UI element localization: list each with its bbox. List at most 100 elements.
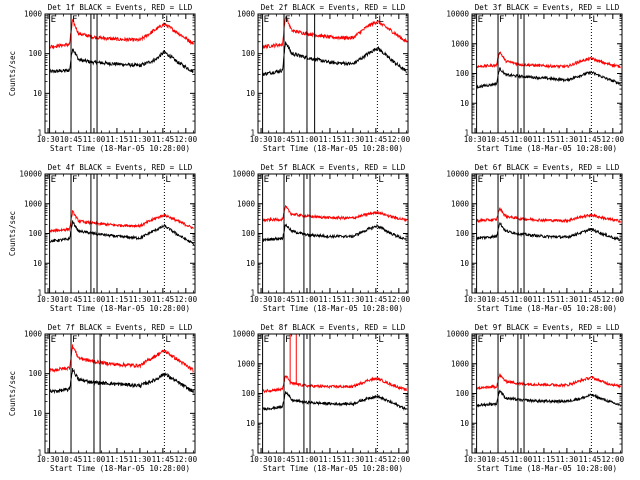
y-tick-label: 100 (455, 69, 469, 78)
event-marker-label: F (285, 15, 290, 25)
event-marker-label: F (499, 15, 504, 25)
y-tick-label: 100 (28, 369, 42, 378)
plot-frame (471, 173, 623, 294)
y-tick-label: 1000 (24, 10, 43, 19)
x-tick-label: 10:45 (273, 295, 296, 304)
y-tick-label: 1 (464, 289, 469, 298)
y-tick-label: 100 (241, 389, 255, 398)
y-tick-label: 1000 (237, 199, 256, 208)
y-tick-label: 100 (455, 389, 469, 398)
x-tick-label: 11:30 (342, 455, 365, 464)
x-tick-label: 11:45 (152, 135, 175, 144)
x-tick-label: 10:30 (250, 455, 273, 464)
x-tick-label: 12:00 (602, 135, 625, 144)
x-tick-label: 12:00 (175, 295, 198, 304)
x-tick-label: 11:15 (533, 135, 556, 144)
x-tick-label: 10:30 (37, 135, 60, 144)
x-tick-label: 11:45 (365, 295, 388, 304)
series-line-lld (262, 14, 407, 50)
y-tick-label: 1000 (24, 199, 43, 208)
x-axis-label: Start Time (18-Mar-05 10:28:00) (477, 304, 617, 313)
event-marker-label: F (72, 15, 77, 25)
x-axis-label: Start Time (18-Mar-05 10:28:00) (263, 464, 403, 473)
series-line-lld (49, 210, 194, 234)
x-tick-label: 11:45 (579, 455, 602, 464)
event-marker-label: F (285, 335, 290, 345)
y-tick-label: 1 (37, 289, 42, 298)
event-marker-label: L (592, 15, 597, 25)
x-tick-label: 11:00 (296, 295, 319, 304)
x-tick-label: 12:00 (602, 295, 625, 304)
chart-title: Det 8f BLACK = Events, RED = LLD (261, 323, 406, 332)
chart-panel-7: Det 7f BLACK = Events, RED = LLD 1 10 100 10… (8, 323, 198, 473)
x-axis-label: Start Time (18-Mar-05 10:28:00) (50, 304, 190, 313)
x-tick-label: 11:45 (579, 295, 602, 304)
plot-frame (44, 173, 196, 294)
series-line-events (49, 220, 194, 246)
x-tick-label: 11:15 (533, 295, 556, 304)
y-tick-label: 10000 (446, 330, 469, 339)
x-tick-label: 10:30 (250, 135, 273, 144)
series-line-lld (476, 372, 621, 390)
x-tick-label: 11:30 (556, 135, 579, 144)
plot-frame (257, 173, 409, 294)
x-axis-label: Start Time (18-Mar-05 10:28:00) (263, 144, 403, 153)
y-tick-label: 10 (460, 419, 470, 428)
x-tick-label: 10:45 (273, 135, 296, 144)
x-tick-label: 11:15 (319, 455, 342, 464)
y-tick-label: 100 (28, 49, 42, 58)
y-tick-label: 1000 (451, 39, 470, 48)
x-tick-label: 10:45 (487, 295, 510, 304)
event-marker-label: E (478, 335, 483, 345)
y-tick-label: 10000 (232, 170, 255, 179)
y-tick-label: 10 (246, 259, 256, 268)
x-tick-label: 11:15 (319, 295, 342, 304)
x-tick-label: 11:15 (319, 135, 342, 144)
x-tick-label: 11:45 (152, 295, 175, 304)
event-marker-label: L (165, 335, 170, 345)
x-tick-label: 11:30 (129, 295, 152, 304)
x-tick-label: 10:45 (487, 135, 510, 144)
event-marker-label: E (264, 175, 269, 185)
x-tick-label: 12:00 (388, 455, 411, 464)
x-tick-label: 11:15 (106, 135, 129, 144)
x-tick-label: 12:00 (175, 135, 198, 144)
x-tick-label: 10:30 (37, 295, 60, 304)
x-tick-label: 10:30 (464, 135, 487, 144)
series-line-lld (476, 51, 621, 70)
chart-title: Det 4f BLACK = Events, RED = LLD (48, 163, 193, 172)
chart-title: Det 7f BLACK = Events, RED = LLD (48, 323, 193, 332)
x-tick-label: 11:00 (510, 135, 533, 144)
x-tick-label: 11:00 (296, 455, 319, 464)
event-marker-label: E (51, 15, 56, 25)
y-tick-label: 100 (455, 229, 469, 238)
x-tick-label: 10:30 (250, 295, 273, 304)
y-tick-label: 1000 (451, 199, 470, 208)
y-tick-label: 1 (250, 289, 255, 298)
x-tick-label: 12:00 (388, 295, 411, 304)
y-tick-label: 10 (460, 99, 470, 108)
x-tick-label: 11:00 (296, 135, 319, 144)
x-tick-label: 11:00 (83, 295, 106, 304)
event-marker-label: L (378, 175, 383, 185)
chart-panel-3: Det 3f BLACK = Events, RED = LLD 1 10 100 10… (446, 3, 624, 153)
x-tick-label: 10:30 (464, 455, 487, 464)
event-marker-label: E (478, 175, 483, 185)
x-tick-label: 10:45 (60, 455, 83, 464)
x-tick-label: 12:00 (175, 455, 198, 464)
x-axis-label: Start Time (18-Mar-05 10:28:00) (263, 304, 403, 313)
x-tick-label: 11:00 (83, 455, 106, 464)
y-tick-label: 10 (460, 259, 470, 268)
series-line-lld (262, 204, 407, 223)
y-tick-label: 1 (250, 129, 255, 138)
chart-title: Det 2f BLACK = Events, RED = LLD (261, 3, 406, 12)
x-axis-label: Start Time (18-Mar-05 10:28:00) (477, 464, 617, 473)
event-marker-label: E (51, 175, 56, 185)
plot-frame (471, 333, 623, 454)
y-tick-label: 10 (246, 419, 256, 428)
y-tick-label: 1000 (24, 330, 43, 339)
x-tick-label: 12:00 (602, 455, 625, 464)
x-tick-label: 11:45 (365, 135, 388, 144)
event-marker-label: L (592, 175, 597, 185)
